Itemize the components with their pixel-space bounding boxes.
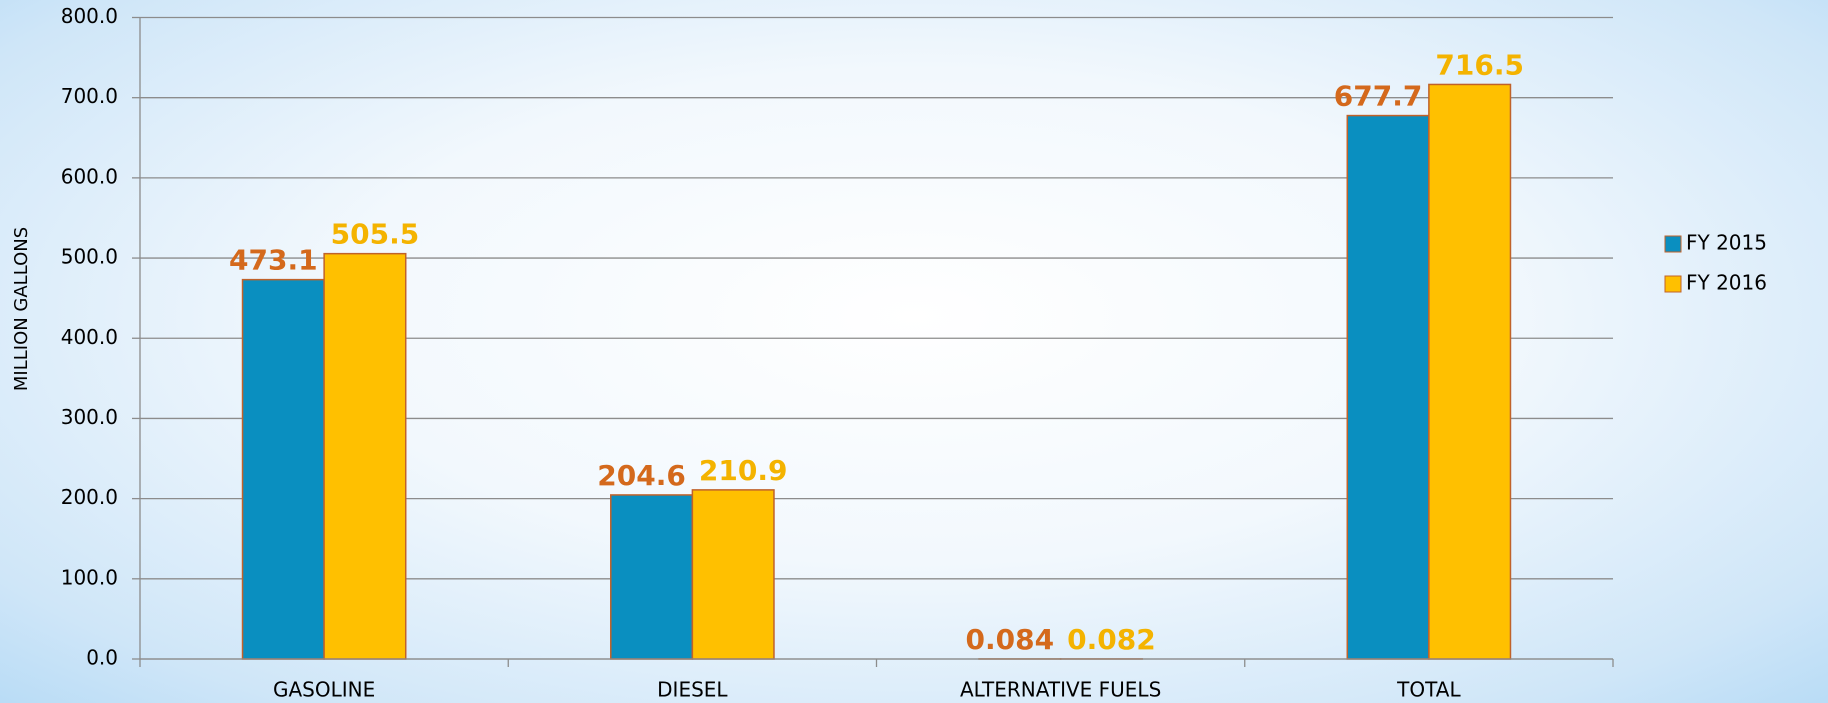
- bar: [1428, 83, 1512, 660]
- y-tick-label: 600.0: [61, 164, 118, 188]
- y-axis-label: MILLION GALLONS: [11, 227, 32, 391]
- value-label: 0.082: [1067, 623, 1156, 656]
- y-tick-label: 500.0: [61, 245, 118, 269]
- value-label: 0.084: [966, 623, 1055, 656]
- legend-label: FY 2015: [1686, 231, 1767, 255]
- y-tick-label: 400.0: [61, 325, 118, 349]
- y-tick-label: 200.0: [61, 485, 118, 509]
- x-tick-label: DIESEL: [657, 678, 728, 702]
- bar: [241, 278, 325, 660]
- legend-swatch: [1664, 275, 1682, 293]
- y-tick-label: 700.0: [61, 84, 118, 108]
- x-tick-label: TOTAL: [1396, 678, 1461, 702]
- value-label: 677.7: [1334, 80, 1423, 113]
- bar: [1346, 114, 1430, 660]
- value-label: 505.5: [331, 218, 420, 251]
- legend-swatch: [1664, 235, 1682, 253]
- y-tick-label: 300.0: [61, 405, 118, 429]
- bar: [691, 489, 775, 660]
- value-label: 210.9: [699, 454, 788, 487]
- value-label: 473.1: [229, 244, 318, 277]
- legend-label: FY 2016: [1686, 271, 1767, 295]
- value-label: 204.6: [597, 459, 686, 492]
- y-tick-label: 100.0: [61, 565, 118, 589]
- y-tick-label: 800.0: [61, 4, 118, 28]
- x-tick-label: GASOLINE: [273, 678, 375, 702]
- bar: [323, 252, 407, 660]
- y-tick-label: 0.0: [86, 646, 118, 670]
- value-label: 716.5: [1435, 48, 1524, 81]
- bar: [610, 494, 694, 660]
- x-tick-label: ALTERNATIVE FUELS: [960, 678, 1161, 702]
